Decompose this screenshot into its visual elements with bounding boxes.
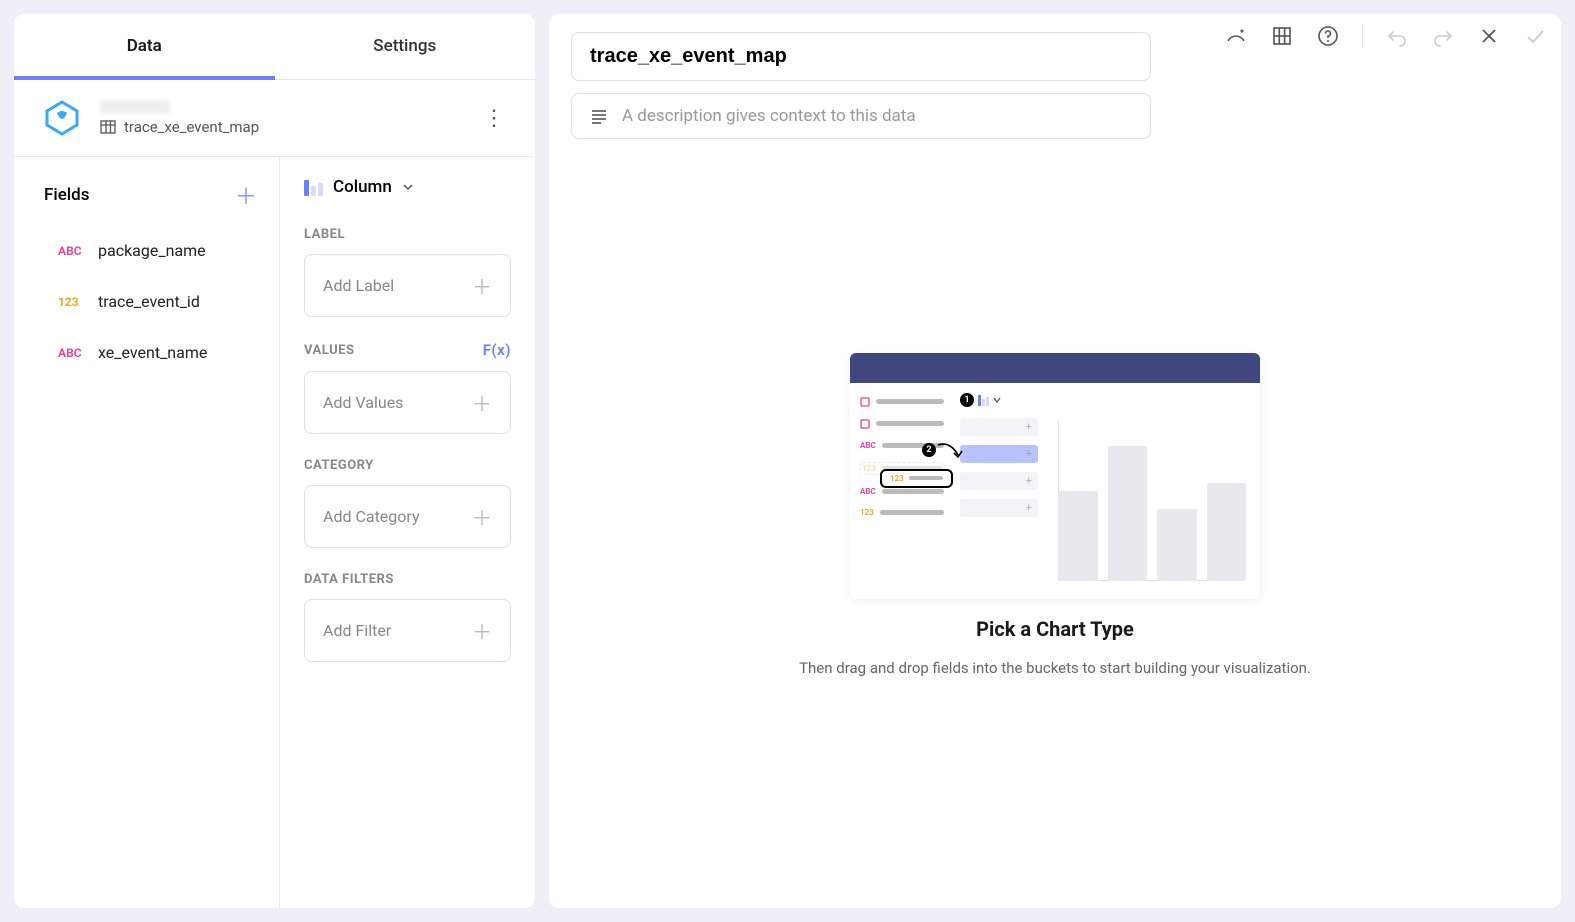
field-type-icon: ABC [58, 244, 86, 258]
chevron-down-icon [993, 396, 1001, 404]
plus-icon: ＋ [472, 616, 492, 645]
chevron-down-icon [402, 181, 414, 193]
field-item[interactable]: ABC xe_event_name [14, 327, 279, 378]
fields-column: Fields ＋ ABC package_name 123 trace_event_i… [14, 157, 280, 908]
plus-icon: ＋ [472, 502, 492, 531]
field-name: trace_event_id [98, 292, 200, 311]
values-dropzone[interactable]: Add Values ＋ [304, 371, 511, 434]
drag-indicator: 123 [880, 469, 953, 488]
plus-icon: ＋ [472, 271, 492, 300]
paragraph-icon [590, 107, 608, 125]
datasource-logo-icon [42, 98, 82, 138]
field-item[interactable]: ABC package_name [14, 225, 279, 276]
ph-fields-col: ABC123ABC123 [850, 383, 954, 599]
field-type-icon: ABC [58, 346, 86, 360]
add-field-button[interactable]: ＋ [235, 179, 257, 211]
speed-icon[interactable] [1224, 24, 1248, 48]
section-filters: DATA FILTERS Add Filter ＋ [304, 572, 511, 662]
placeholder-heading: Pick a Chart Type [976, 617, 1134, 641]
fields-title: Fields [44, 185, 89, 205]
step-2-badge: 2 [922, 443, 936, 457]
section-category: CATEGORY Add Category ＋ [304, 458, 511, 548]
category-dropzone[interactable]: Add Category ＋ [304, 485, 511, 548]
grid-icon[interactable] [1270, 24, 1294, 48]
canvas-area: ABC123ABC123 1 + + + + 123 2 [571, 139, 1539, 890]
placeholder-subtext: Then drag and drop fields into the bucke… [799, 659, 1311, 677]
chart-type-selector[interactable]: Column [304, 177, 511, 197]
fx-button[interactable]: F(x) [483, 341, 511, 359]
filters-dropzone[interactable]: Add Filter ＋ [304, 599, 511, 662]
step-1-badge: 1 [960, 393, 974, 407]
field-name: package_name [98, 241, 206, 260]
datasource-info: trace_xe_event_map [100, 100, 459, 136]
plus-icon: ＋ [472, 388, 492, 417]
left-panel: Data Settings trace_xe_event_map ⋮ Field… [14, 14, 535, 908]
field-type-icon: 123 [58, 295, 86, 309]
tab-data[interactable]: Data [14, 14, 275, 80]
field-item[interactable]: 123 trace_event_id [14, 276, 279, 327]
chart-title-input[interactable] [571, 32, 1151, 81]
description-input[interactable]: A description gives context to this data [571, 93, 1151, 139]
section-values: VALUES F(x) Add Values ＋ [304, 341, 511, 434]
ph-drops-col: 1 + + + + 123 2 [954, 383, 1044, 599]
label-dropzone[interactable]: Add Label ＋ [304, 254, 511, 317]
tabs: Data Settings [14, 14, 535, 80]
fields-list: ABC package_name 123 trace_event_id ABC xe_ev… [14, 225, 279, 378]
datasource-row: trace_xe_event_map ⋮ [14, 80, 535, 157]
drag-arrow-icon [936, 441, 966, 463]
undo-button[interactable] [1385, 24, 1409, 48]
confirm-button[interactable] [1523, 24, 1547, 48]
table-icon [100, 119, 116, 135]
toolbar [1224, 24, 1547, 48]
panel-body: Fields ＋ ABC package_name 123 trace_event_i… [14, 157, 535, 908]
right-panel: A description gives context to this data… [549, 14, 1561, 908]
tab-settings[interactable]: Settings [275, 14, 536, 79]
datasource-name-redacted [100, 100, 170, 114]
datasource-table-name: trace_xe_event_map [124, 118, 259, 136]
placeholder-illustration: ABC123ABC123 1 + + + + 123 2 [850, 353, 1260, 599]
close-button[interactable] [1477, 24, 1501, 48]
config-column: Column LABEL Add Label ＋ VALUES F(x) Add… [280, 157, 535, 908]
section-label: LABEL Add Label ＋ [304, 227, 511, 317]
redo-button[interactable] [1431, 24, 1455, 48]
ph-chart-preview [1044, 383, 1260, 599]
fields-header: Fields ＋ [14, 179, 279, 225]
datasource-menu-button[interactable]: ⋮ [477, 100, 511, 137]
help-icon[interactable] [1316, 24, 1340, 48]
ph-header [850, 353, 1260, 383]
column-chart-icon [304, 178, 323, 196]
toolbar-separator [1362, 24, 1363, 48]
field-name: xe_event_name [98, 343, 207, 362]
datasource-table: trace_xe_event_map [100, 118, 459, 136]
chart-type-label: Column [333, 177, 392, 197]
